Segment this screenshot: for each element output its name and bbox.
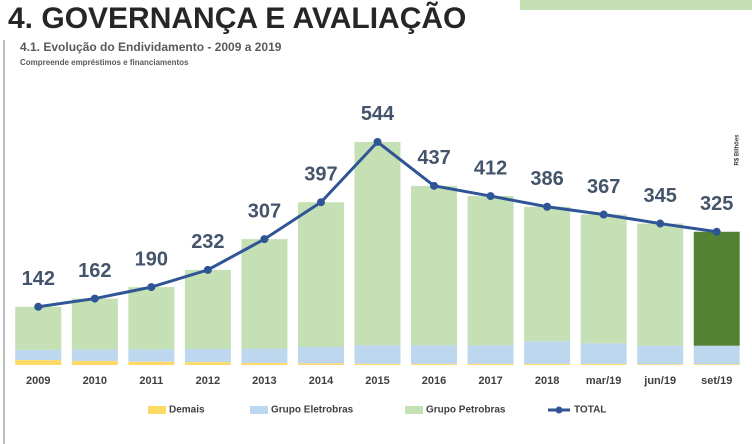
x-tick-label: 2017 [478,375,502,387]
bar-segment [71,349,118,361]
bar-segment [15,349,62,361]
total-marker [543,202,552,211]
value-label: 142 [22,268,55,290]
total-marker [486,192,495,201]
bar-segment [128,349,175,362]
total-marker [316,198,325,207]
legend-marker [555,406,563,414]
bar-segment [580,214,627,344]
value-label: 345 [644,185,677,207]
x-tick-label: mar/19 [586,375,621,387]
bar-segment [693,231,740,346]
x-tick-label: 2016 [422,375,446,387]
bar-segment [297,346,344,364]
bar-segment [128,287,175,350]
bar-segment [637,345,684,365]
bar-segment [411,363,458,365]
legend-label: Grupo Eletrobras [271,405,354,416]
x-tick-label: 2015 [365,375,389,387]
chart-subtitle: Compreende empréstimos e financiamentos [20,58,189,67]
x-tick-label: 2009 [26,375,50,387]
value-label: 232 [191,231,224,253]
x-tick-label: 2014 [309,375,334,387]
bar-segment [184,362,231,365]
bar-segment [580,343,627,364]
x-tick-label: set/19 [701,375,732,387]
total-marker [147,283,156,292]
bar-segment [128,361,175,365]
bar-segment [184,269,231,350]
legend-swatch [405,406,423,414]
bar-segment [71,360,118,365]
legend-label: TOTAL [574,405,606,416]
bar-segment [15,360,62,365]
x-tick-label: 2011 [139,375,163,387]
bar-segment [467,363,514,365]
unit-label: R$ Bilhões [735,134,741,166]
x-tick-label: 2010 [83,375,107,387]
value-label: 437 [417,147,450,169]
bar-segment [467,196,514,346]
total-marker [34,302,43,311]
bar-segment [693,364,740,365]
page-title: 4. GOVERNANÇA E AVALIAÇÃO [8,1,466,35]
value-label: 412 [474,157,507,179]
legend-label: Demais [169,405,205,416]
value-label: 307 [248,200,281,222]
value-label: 397 [304,164,337,186]
x-tick-label: 2013 [252,375,276,387]
value-label: 386 [530,168,563,190]
total-marker [599,210,608,219]
total-marker [90,294,99,303]
legend-label: Grupo Petrobras [426,405,506,416]
bar-segment [354,345,401,364]
total-marker [712,227,721,236]
x-tick-label: jun/19 [643,375,676,387]
plot: 142 162 190 232 307 397 544 437 412 386 367 345 325 2… [15,103,740,416]
bar-segment [241,348,288,363]
value-label: 190 [135,248,168,270]
bar-segment [637,223,684,346]
total-marker [373,137,382,146]
bar-segment [354,141,401,346]
total-marker [203,265,212,274]
x-tick-label: 2012 [196,375,220,387]
bar-segment [524,363,571,365]
legend-swatch [148,406,166,414]
value-label: 544 [361,103,395,125]
bar-segment [524,206,571,342]
bar-segment [467,345,514,364]
bar-segment [524,341,571,364]
bar-segment [71,298,118,350]
bar-segment [241,362,288,365]
bar-segment [637,364,684,365]
value-label: 325 [700,193,733,215]
bar-segment [297,363,344,365]
bar-segment [15,306,62,350]
header-accent [520,0,752,10]
bar-segment [241,239,288,349]
chart-title: 4.1. Evolução do Endividamento - 2009 a … [20,40,282,54]
bar-segment [354,363,401,365]
x-tick-label: 2018 [535,375,559,387]
total-marker [656,219,665,228]
bar-segment [297,202,344,347]
total-marker [430,181,439,190]
bar-segment [580,363,627,365]
bar-segment [693,345,740,365]
bar-segment [411,185,458,346]
value-label: 162 [78,260,111,282]
legend-swatch [250,406,268,414]
bar-segment [411,345,458,364]
bar-segment [184,349,231,363]
value-label: 367 [587,176,620,198]
total-marker [260,235,269,244]
